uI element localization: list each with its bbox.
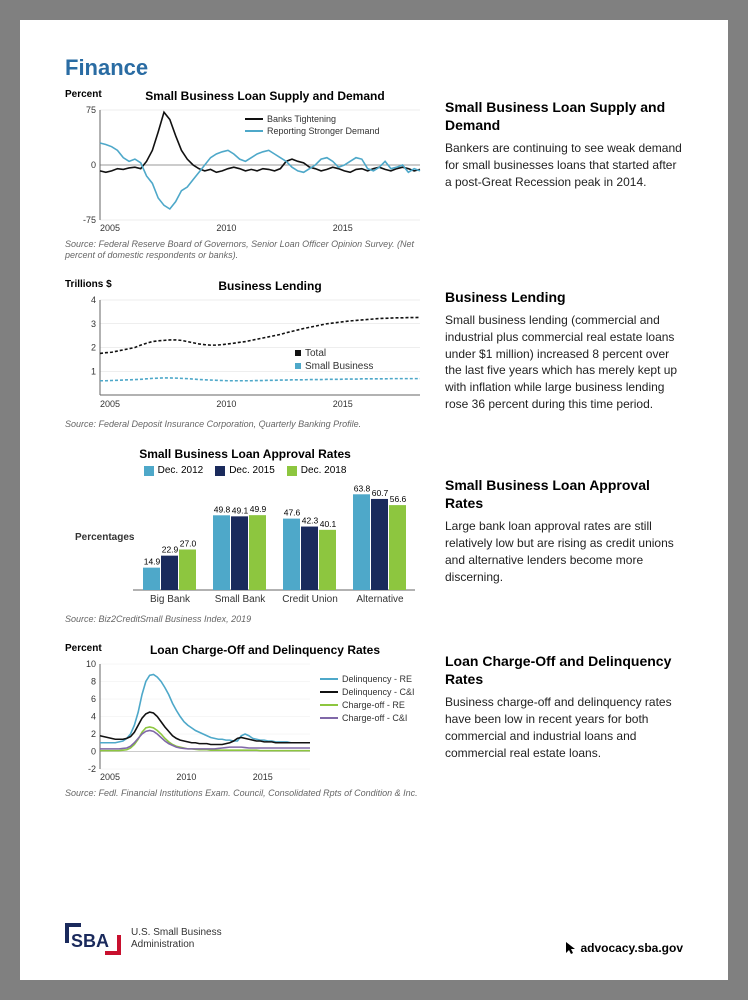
page-title: Finance bbox=[65, 55, 683, 81]
svg-text:60.7: 60.7 bbox=[372, 488, 389, 498]
svg-text:1: 1 bbox=[91, 366, 96, 376]
chart2-ylabel: Trillions $ bbox=[65, 279, 115, 295]
section-approval: Small Business Loan Approval Rates Dec. … bbox=[65, 447, 683, 625]
chart2-source: Source: Federal Deposit Insurance Corpor… bbox=[65, 419, 425, 430]
heading1: Small Business Loan Supply and Demand bbox=[445, 99, 683, 134]
svg-text:Reporting Stronger Demand: Reporting Stronger Demand bbox=[267, 126, 380, 136]
text4: Loan Charge-Off and Delinquency Rates Bu… bbox=[445, 643, 683, 799]
section-chargeoff: Percent Loan Charge-Off and Delinquency … bbox=[65, 643, 683, 799]
body4: Business charge-off and delinquency rate… bbox=[445, 694, 683, 761]
svg-text:-75: -75 bbox=[83, 215, 96, 225]
sba-mark: SBA bbox=[65, 923, 121, 955]
chart2-title: Business Lending bbox=[115, 279, 425, 293]
svg-text:2010: 2010 bbox=[216, 223, 236, 233]
svg-text:2005: 2005 bbox=[100, 772, 120, 782]
svg-text:2015: 2015 bbox=[253, 772, 273, 782]
cursor-icon bbox=[565, 941, 577, 955]
svg-text:Delinquency - RE: Delinquency - RE bbox=[342, 674, 412, 684]
svg-text:Small Bank: Small Bank bbox=[215, 594, 267, 605]
svg-text:63.8: 63.8 bbox=[354, 484, 371, 494]
text2: Business Lending Small business lending … bbox=[445, 279, 683, 430]
heading3: Small Business Loan Approval Rates bbox=[445, 477, 683, 512]
svg-text:0: 0 bbox=[91, 747, 96, 757]
svg-text:56.6: 56.6 bbox=[390, 494, 407, 504]
svg-text:49.1: 49.1 bbox=[232, 506, 249, 516]
svg-text:14.9: 14.9 bbox=[144, 557, 161, 567]
svg-text:Alternative: Alternative bbox=[356, 594, 404, 605]
chart1-ylabel: Percent bbox=[65, 89, 105, 105]
chart4-ylabel: Percent bbox=[65, 643, 105, 659]
chart1-svg: -75 0 75 2005 2010 2015 Banks Tightening Report… bbox=[65, 105, 425, 235]
svg-text:47.6: 47.6 bbox=[284, 508, 301, 518]
svg-text:Banks Tightening: Banks Tightening bbox=[267, 114, 336, 124]
text1: Small Business Loan Supply and Demand Ba… bbox=[445, 89, 683, 261]
svg-text:0: 0 bbox=[91, 160, 96, 170]
svg-text:40.1: 40.1 bbox=[320, 519, 337, 529]
svg-text:2: 2 bbox=[91, 342, 96, 352]
svg-text:2015: 2015 bbox=[333, 223, 353, 233]
svg-text:Small Business: Small Business bbox=[305, 361, 373, 372]
footer-org: U.S. Small Business Administration bbox=[131, 927, 222, 951]
body1: Bankers are continuing to see weak deman… bbox=[445, 140, 683, 190]
svg-text:4: 4 bbox=[91, 712, 96, 722]
chart1-container: Percent Small Business Loan Supply and D… bbox=[65, 89, 425, 261]
text3: Small Business Loan Approval Rates Large… bbox=[445, 447, 683, 625]
svg-text:2015: 2015 bbox=[333, 399, 353, 409]
svg-text:2005: 2005 bbox=[100, 223, 120, 233]
svg-text:Charge-off - C&I: Charge-off - C&I bbox=[342, 713, 407, 723]
svg-text:Charge-off - RE: Charge-off - RE bbox=[342, 700, 405, 710]
svg-text:Credit Union: Credit Union bbox=[282, 594, 338, 605]
page: Finance Percent Small Business Loan Supp… bbox=[20, 20, 728, 980]
svg-text:4: 4 bbox=[91, 295, 96, 305]
chart3-title: Small Business Loan Approval Rates bbox=[65, 447, 425, 461]
svg-text:2010: 2010 bbox=[216, 399, 236, 409]
footer-org-2: Administration bbox=[131, 939, 222, 951]
sba-logo: SBA U.S. Small Business Administration bbox=[65, 923, 222, 955]
svg-text:10: 10 bbox=[86, 659, 96, 669]
svg-text:2010: 2010 bbox=[176, 772, 196, 782]
footer-url-text: advocacy.sba.gov bbox=[581, 941, 684, 955]
sba-logo-text: SBA bbox=[71, 931, 109, 951]
svg-text:22.9: 22.9 bbox=[162, 545, 179, 555]
svg-text:49.8: 49.8 bbox=[214, 505, 231, 515]
svg-text:Total: Total bbox=[305, 348, 326, 359]
body3: Large bank loan approval rates are still… bbox=[445, 518, 683, 585]
chart3-legend: Dec. 2012Dec. 2015Dec. 2018 bbox=[65, 465, 425, 476]
chart2-container: Trillions $ Business Lending 1 2 3 4 2005 201… bbox=[65, 279, 425, 430]
chart3-container: Small Business Loan Approval Rates Dec. … bbox=[65, 447, 425, 625]
heading2: Business Lending bbox=[445, 289, 683, 307]
svg-text:6: 6 bbox=[91, 694, 96, 704]
svg-text:2005: 2005 bbox=[100, 399, 120, 409]
svg-text:8: 8 bbox=[91, 677, 96, 687]
svg-text:-2: -2 bbox=[88, 764, 96, 774]
chart4-title: Loan Charge-Off and Delinquency Rates bbox=[105, 643, 425, 657]
svg-text:27.0: 27.0 bbox=[180, 539, 197, 549]
svg-text:42.3: 42.3 bbox=[302, 516, 319, 526]
section-lending: Trillions $ Business Lending 1 2 3 4 2005 201… bbox=[65, 279, 683, 430]
svg-text:Percentages: Percentages bbox=[75, 532, 135, 543]
footer-org-1: U.S. Small Business bbox=[131, 927, 222, 939]
heading4: Loan Charge-Off and Delinquency Rates bbox=[445, 653, 683, 688]
svg-text:75: 75 bbox=[86, 105, 96, 115]
body2: Small business lending (commercial and i… bbox=[445, 312, 683, 413]
chart4-svg: -2 0 2 4 6 8 10 2005 2010 2015 Delinquency - RE Del… bbox=[65, 659, 425, 784]
chart4-container: Percent Loan Charge-Off and Delinquency … bbox=[65, 643, 425, 799]
svg-text:Delinquency - C&I: Delinquency - C&I bbox=[342, 687, 415, 697]
svg-text:3: 3 bbox=[91, 318, 96, 328]
chart1-title: Small Business Loan Supply and Demand bbox=[105, 89, 425, 103]
chart2-svg: 1 2 3 4 2005 2010 2015 Total Small Business bbox=[65, 295, 425, 415]
chart3-svg: Percentages14.922.927.0Big Bank49.849.14… bbox=[65, 480, 425, 610]
chart1-source: Source: Federal Reserve Board of Governo… bbox=[65, 239, 425, 261]
svg-text:49.9: 49.9 bbox=[250, 505, 267, 515]
svg-text:2: 2 bbox=[91, 729, 96, 739]
chart3-source: Source: Biz2CreditSmall Business Index, … bbox=[65, 614, 425, 625]
footer: SBA U.S. Small Business Administration a… bbox=[65, 923, 683, 955]
footer-url[interactable]: advocacy.sba.gov bbox=[565, 941, 684, 955]
chart4-source: Source: Fedl. Financial Institutions Exa… bbox=[65, 788, 425, 799]
section-supply-demand: Percent Small Business Loan Supply and D… bbox=[65, 89, 683, 261]
svg-text:Big Bank: Big Bank bbox=[150, 594, 191, 605]
